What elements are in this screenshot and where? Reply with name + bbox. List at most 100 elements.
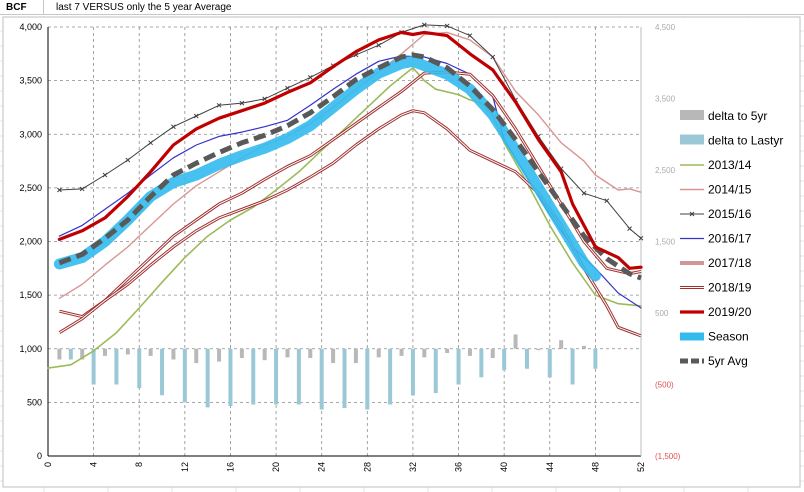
y2-tick-label: 1,500: [655, 238, 676, 247]
x-tick-label: 8: [134, 462, 144, 467]
bar-delta-to-5yr: [171, 348, 176, 360]
x-tick-label: 36: [454, 462, 464, 472]
marker-2015-16: [216, 102, 222, 108]
bar-delta-to-lastyr: [479, 348, 484, 378]
marker-2015-16: [79, 186, 85, 192]
y2-tick-label: 500: [655, 309, 669, 318]
marker-2015-16: [467, 33, 473, 38]
legend-2014-15-label: 2014/15: [708, 183, 752, 197]
x-tick-label: 16: [225, 462, 235, 472]
bar-delta-to-lastyr: [91, 348, 96, 385]
cell-bcf[interactable]: BCF: [0, 0, 44, 15]
marker-2015-16: [171, 124, 176, 130]
legend-2017-18-label: 2017/18: [708, 256, 752, 270]
cell-title[interactable]: last 7 VERSUS only the 5 year Average: [44, 0, 804, 15]
bar-delta-to-lastyr: [68, 348, 73, 360]
legend-delta-to-5yr-label: delta to 5yr: [708, 109, 767, 123]
bar-delta-to-5yr: [422, 348, 427, 358]
bar-delta-to-lastyr: [524, 348, 529, 369]
marker-2015-16: [102, 172, 108, 178]
marker-2015-16: [125, 157, 131, 163]
bar-delta-to-lastyr: [114, 348, 119, 385]
legend-delta-to-5yr-swatch: [680, 110, 704, 120]
bar-delta-to-5yr: [262, 348, 267, 361]
bar-delta-to-lastyr: [296, 348, 301, 405]
bar-delta-to-5yr: [80, 348, 85, 360]
bar-delta-to-5yr: [467, 348, 472, 356]
marker-2015-16: [262, 96, 268, 102]
bar-delta-to-5yr: [57, 348, 62, 360]
bar-delta-to-lastyr: [593, 348, 598, 369]
bar-delta-to-5yr: [445, 348, 450, 354]
x-tick-label: 12: [180, 462, 190, 472]
y-tick-label: 0: [37, 451, 42, 461]
bar-delta-to-5yr: [536, 348, 541, 351]
bar-delta-to-5yr: [217, 348, 222, 362]
legend-delta-to-lastyr-label: delta to Lastyr: [708, 134, 783, 148]
bar-delta-to-lastyr: [456, 348, 461, 385]
marker-2015-16: [421, 22, 427, 28]
bar-delta-to-lastyr: [410, 348, 415, 396]
bar-delta-to-lastyr: [160, 348, 165, 396]
bar-delta-to-5yr: [308, 348, 313, 359]
legend-2018-19-label: 2018/19: [708, 281, 752, 295]
y-tick-label: 2,500: [19, 183, 42, 193]
bar-delta-to-5yr: [399, 348, 404, 356]
marker-2015-16: [285, 85, 290, 91]
legend-5yr-avg-label: 5yr Avg: [708, 354, 748, 368]
marker-2015-16: [307, 75, 313, 80]
legend-2013-14-label: 2013/14: [708, 158, 752, 172]
bar-delta-to-lastyr: [388, 348, 393, 405]
bar-delta-to-5yr: [148, 348, 153, 356]
bar-delta-to-5yr: [581, 345, 586, 349]
y2-tick-label: (1,500): [655, 452, 681, 461]
bar-delta-to-lastyr: [205, 348, 210, 408]
legend-season-label: Season: [708, 330, 749, 344]
bar-delta-to-5yr: [103, 348, 108, 356]
y2-tick-label: (500): [655, 381, 674, 390]
bar-delta-to-5yr: [331, 348, 336, 364]
y-tick-label: 1,500: [19, 290, 42, 300]
bar-delta-to-5yr: [125, 348, 130, 355]
marker-2015-16: [239, 100, 245, 106]
bar-delta-to-5yr: [559, 340, 564, 349]
bar-delta-to-lastyr: [319, 348, 324, 410]
marker-2015-16: [193, 113, 199, 119]
bar-delta-to-5yr: [239, 348, 244, 359]
y2-tick-label: 2,500: [655, 166, 676, 175]
bar-delta-to-lastyr: [547, 348, 552, 378]
x-tick-label: 32: [408, 462, 418, 472]
x-tick-label: 4: [89, 462, 99, 467]
marker-2015-16: [57, 187, 62, 193]
y2-tick-label: 4,500: [655, 23, 676, 32]
bar-delta-to-lastyr: [182, 348, 187, 403]
y-tick-label: 2,000: [19, 237, 42, 247]
marker-2015-16: [490, 54, 496, 60]
series-2019-20-line: [57, 30, 643, 270]
marker-2015-16: [604, 198, 610, 204]
series-2013-14-line: [47, 67, 642, 369]
bar-delta-to-5yr: [490, 348, 495, 359]
y-tick-label: 3,500: [19, 76, 42, 86]
y-tick-label: 3,000: [19, 129, 42, 139]
bar-delta-to-5yr: [285, 348, 290, 358]
bar-delta-to-5yr: [194, 348, 199, 364]
bar-delta-to-lastyr: [433, 348, 438, 394]
y-tick-label: 500: [27, 397, 42, 407]
y-tick-label: 1,000: [19, 344, 42, 354]
bar-delta-to-5yr: [513, 334, 518, 349]
bar-delta-to-lastyr: [274, 348, 279, 405]
legend-2019-20-label: 2019/20: [708, 305, 752, 319]
x-tick-label: 40: [499, 462, 509, 472]
y-tick-label: 4,000: [19, 22, 42, 32]
x-tick-label: 24: [317, 462, 327, 472]
marker-2015-16: [376, 42, 382, 48]
x-tick-label: 28: [362, 462, 372, 472]
legend-2016-17-label: 2016/17: [708, 232, 752, 246]
x-tick-label: 0: [43, 462, 53, 467]
bar-delta-to-lastyr: [365, 348, 370, 410]
x-tick-label: 44: [545, 462, 555, 472]
marker-2015-16: [444, 23, 450, 29]
